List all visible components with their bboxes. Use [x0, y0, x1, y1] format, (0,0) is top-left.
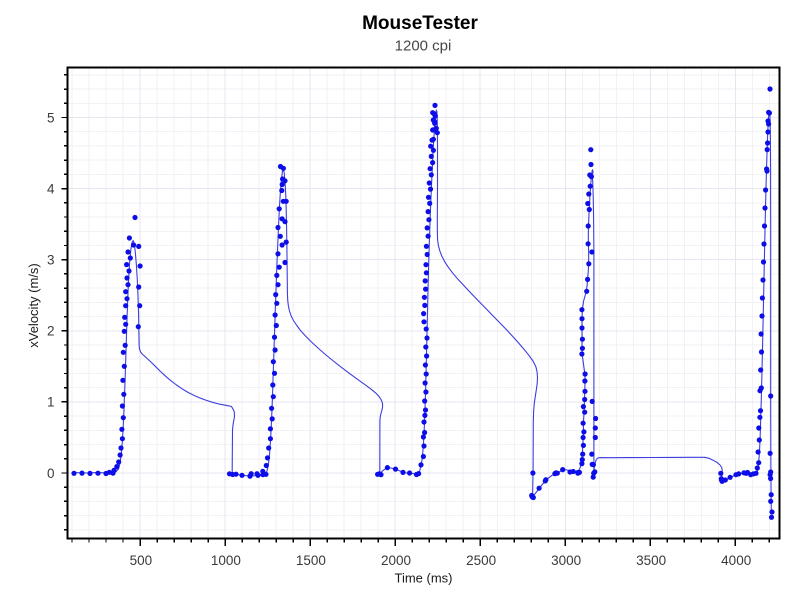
svg-text:1000: 1000	[211, 553, 241, 568]
svg-text:4000: 4000	[721, 553, 751, 568]
svg-text:3: 3	[47, 253, 55, 268]
svg-text:3000: 3000	[551, 553, 581, 568]
svg-text:2000: 2000	[381, 553, 411, 568]
svg-text:MouseTester: MouseTester	[362, 13, 478, 34]
svg-text:500: 500	[130, 553, 153, 568]
svg-text:1200 cpi: 1200 cpi	[395, 37, 452, 54]
svg-text:3500: 3500	[636, 553, 666, 568]
svg-text:2: 2	[47, 324, 55, 339]
svg-text:1: 1	[47, 395, 55, 410]
svg-text:4: 4	[47, 181, 55, 196]
svg-text:2500: 2500	[466, 553, 496, 568]
svg-text:xVelocity (m/s): xVelocity (m/s)	[26, 263, 41, 348]
svg-text:0: 0	[47, 466, 55, 481]
svg-text:5: 5	[47, 110, 55, 125]
svg-text:1500: 1500	[296, 553, 326, 568]
svg-text:Time (ms): Time (ms)	[394, 571, 452, 586]
